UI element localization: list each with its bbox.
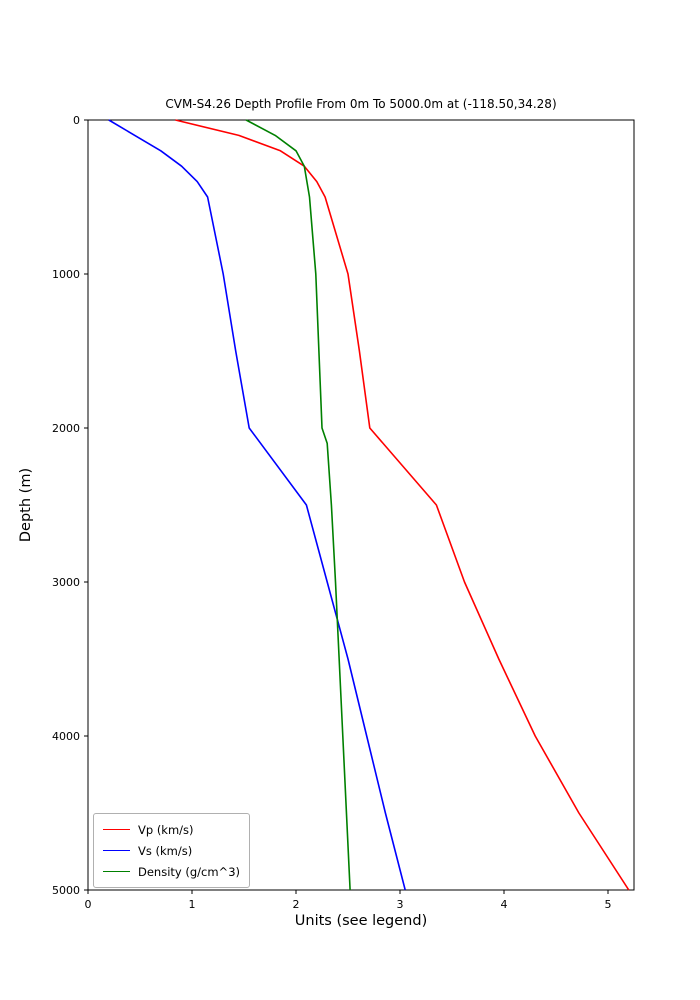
x-tick-label: 2 <box>293 898 300 911</box>
legend-line-swatch <box>103 850 130 851</box>
y-axis-label: Depth (m) <box>18 467 34 543</box>
x-tick-label: 1 <box>189 898 196 911</box>
series-line-density <box>245 119 351 891</box>
legend-label: Density (g/cm^3) <box>138 864 241 879</box>
legend-label: Vs (km/s) <box>138 843 193 858</box>
y-tick-label: 5000 <box>52 884 80 897</box>
y-tick-label: 2000 <box>52 422 80 435</box>
y-tick-label: 0 <box>73 114 80 127</box>
x-tick-label: 4 <box>501 898 508 911</box>
legend-line-swatch <box>103 871 130 872</box>
x-tick-label: 3 <box>397 898 404 911</box>
y-tick-label: 4000 <box>52 730 80 743</box>
x-tick-label: 5 <box>605 898 612 911</box>
y-tick-label: 1000 <box>52 268 80 281</box>
legend-item: Density (g/cm^3) <box>103 861 240 882</box>
axes-frame <box>87 119 635 891</box>
chart-title: CVM-S4.26 Depth Profile From 0m To 5000.… <box>165 97 557 111</box>
legend-line-swatch <box>103 829 130 830</box>
series-line-vp <box>175 119 630 891</box>
x-tick-label: 0 <box>85 898 92 911</box>
x-axis-label: Units (see legend) <box>294 913 428 929</box>
legend-item: Vs (km/s) <box>103 840 240 861</box>
legend-label: Vp (km/s) <box>138 822 194 837</box>
y-tick-label: 3000 <box>52 576 80 589</box>
legend: Vp (km/s) Vs (km/s) Density (g/cm^3) <box>93 813 251 888</box>
legend-item: Vp (km/s) <box>103 819 240 840</box>
series-line-vs <box>108 119 406 891</box>
